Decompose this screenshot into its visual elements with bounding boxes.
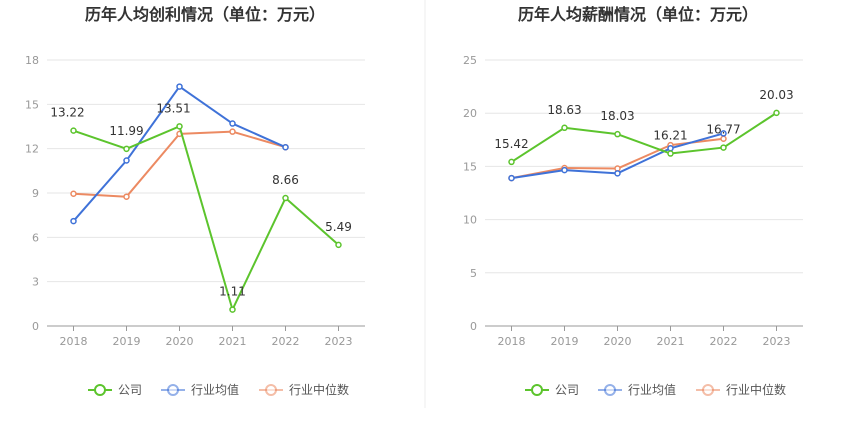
x-tick-label: 2021 [219, 335, 247, 348]
data-label: 18.63 [547, 103, 581, 117]
data-label: 15.42 [494, 137, 528, 151]
y-tick-label: 15 [463, 160, 477, 173]
data-label: 20.03 [759, 88, 793, 102]
legend-marker-0 [94, 384, 106, 396]
series-point-1 [123, 157, 130, 164]
legend-marker-0 [531, 384, 543, 396]
series-point-2 [229, 128, 236, 135]
x-tick-label: 2018 [60, 335, 88, 348]
data-label: 1.11 [219, 285, 246, 299]
x-tick-label: 2020 [604, 335, 632, 348]
y-tick-label: 12 [25, 143, 39, 156]
data-label: 16.77 [706, 123, 740, 137]
series-point-2 [123, 193, 130, 200]
y-tick-label: 6 [32, 231, 39, 244]
x-tick-label: 2021 [657, 335, 685, 348]
data-label: 5.49 [325, 220, 352, 234]
series-point-0 [614, 130, 621, 138]
series-point-1 [667, 145, 674, 152]
x-tick-label: 2019 [113, 335, 141, 348]
data-label: 13.22 [50, 106, 84, 120]
series-point-1 [70, 217, 77, 225]
data-label: 13.51 [156, 101, 190, 115]
series-point-0 [667, 150, 674, 157]
y-tick-label: 20 [463, 107, 477, 120]
legend-label: 公司 [555, 383, 579, 397]
legend-label: 公司 [118, 383, 142, 397]
series-point-2 [720, 135, 727, 142]
x-tick-label: 2023 [763, 335, 791, 348]
y-tick-label: 9 [32, 187, 39, 200]
y-tick-label: 5 [470, 267, 477, 280]
legend-marker-2 [265, 384, 277, 396]
data-label: 11.99 [109, 124, 143, 138]
y-tick-label: 18 [25, 54, 39, 67]
data-label: 16.21 [653, 129, 687, 143]
x-tick-label: 2020 [166, 335, 194, 348]
x-tick-label: 2018 [498, 335, 526, 348]
chart-title: 历年人均薪酬情况（单位：万元） [518, 5, 758, 24]
chart-title: 历年人均创利情况（单位：万元） [85, 5, 325, 24]
data-label: 18.03 [600, 109, 634, 123]
series-line-0 [510, 112, 778, 163]
series-line-0 [73, 125, 340, 311]
series-point-1 [720, 130, 727, 137]
x-tick-label: 2019 [551, 335, 579, 348]
legend-label: 行业中位数 [726, 382, 786, 397]
series-point-1 [614, 170, 621, 177]
series-point-0 [123, 145, 130, 153]
series-point-0 [229, 306, 236, 313]
y-tick-label: 3 [32, 276, 39, 289]
series-point-1 [176, 83, 183, 90]
y-tick-label: 15 [25, 98, 39, 111]
legend-label: 行业中位数 [289, 382, 349, 397]
series-point-0 [561, 124, 568, 132]
series-point-1 [229, 120, 236, 127]
legend-label: 行业均值 [628, 382, 676, 397]
y-tick-label: 10 [463, 214, 477, 227]
legend-label: 行业均值 [191, 382, 239, 397]
data-label: 8.66 [272, 173, 299, 187]
series-point-0 [508, 158, 515, 166]
y-tick-label: 25 [463, 54, 477, 67]
series-point-0 [70, 127, 77, 134]
x-tick-label: 2022 [272, 335, 300, 348]
legend-marker-2 [702, 384, 714, 396]
series-point-0 [176, 123, 183, 130]
x-tick-label: 2022 [710, 335, 738, 348]
series-point-0 [720, 144, 727, 151]
series-point-1 [282, 143, 289, 151]
y-tick-label: 0 [470, 320, 477, 333]
series-point-0 [773, 109, 780, 117]
legend-marker-1 [604, 384, 616, 396]
series-point-0 [282, 194, 289, 202]
series-point-2 [70, 190, 77, 197]
legend-marker-1 [167, 384, 179, 396]
series-point-1 [561, 166, 568, 174]
x-tick-label: 2023 [325, 335, 353, 348]
series-point-0 [335, 241, 342, 249]
y-tick-label: 0 [32, 320, 39, 333]
series-point-1 [508, 174, 515, 182]
